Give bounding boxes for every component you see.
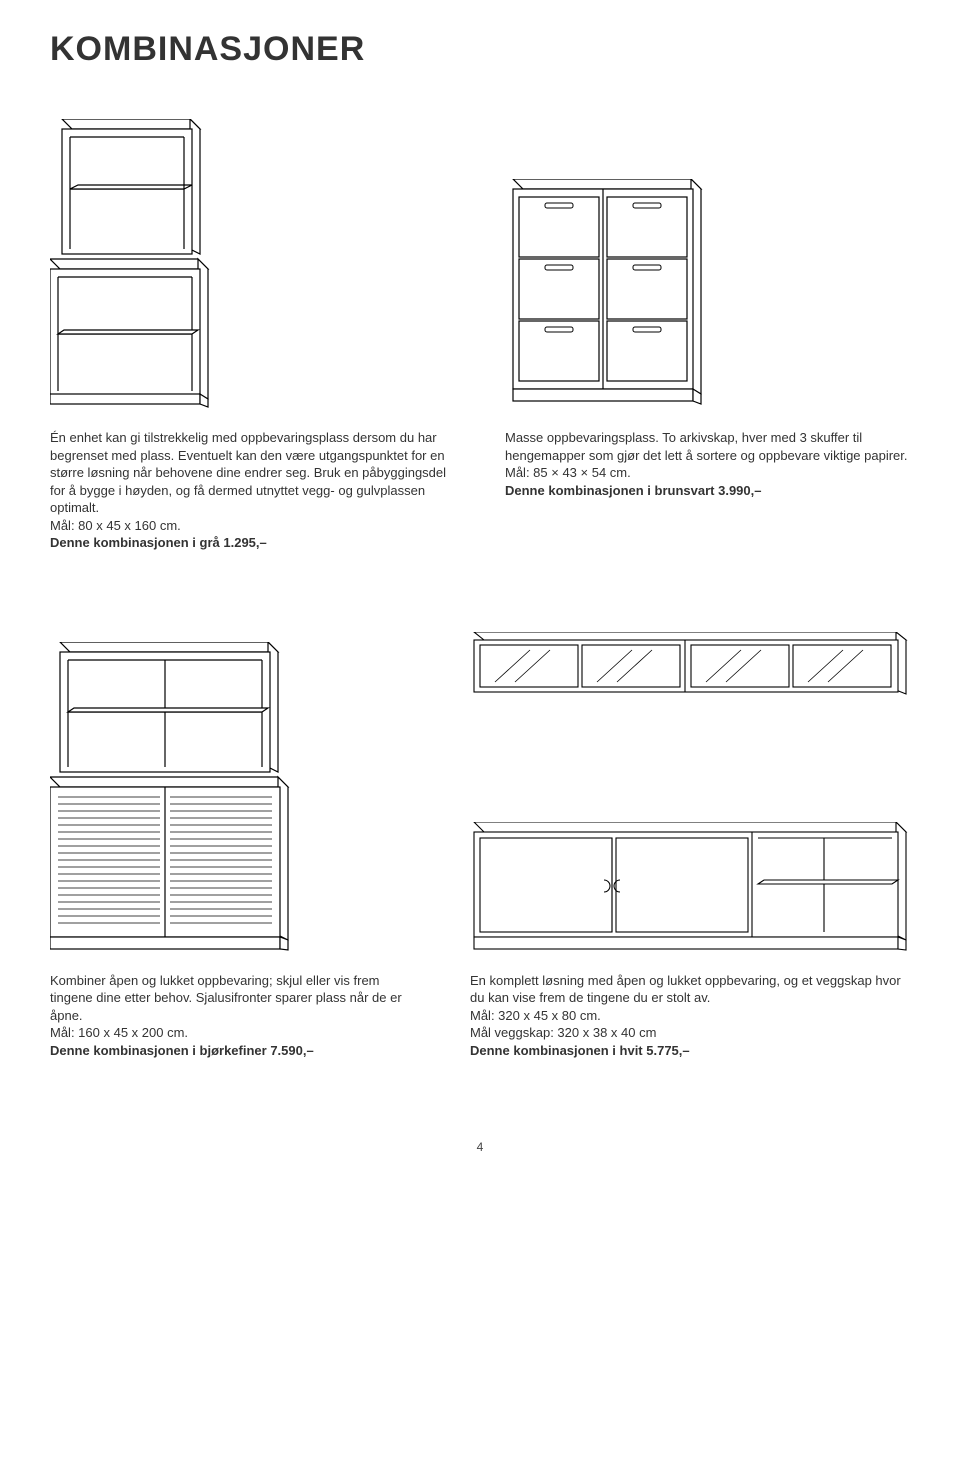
item-4-body: En komplett løsning med åpen og lukket o… (470, 972, 910, 1007)
item-2-measure: Mål: 85 × 43 × 54 cm. (505, 464, 910, 482)
item-4-measure2: Mål veggskap: 320 x 38 x 40 cm (470, 1024, 910, 1042)
item-3-measure: Mål: 160 x 45 x 200 cm. (50, 1024, 420, 1042)
item-2-body: Masse oppbevaringsplass. To arkivskap, h… (505, 429, 910, 464)
item-2-illustration (505, 109, 910, 409)
row-2: Kombiner åpen og lukket oppbevaring; skj… (50, 632, 910, 1060)
item-3: Kombiner åpen og lukket oppbevaring; skj… (50, 632, 420, 1060)
item-3-description: Kombiner åpen og lukket oppbevaring; skj… (50, 972, 420, 1060)
item-1: Én enhet kan gi tilstrekkelig med oppbev… (50, 109, 455, 552)
item-4-measure: Mål: 320 x 45 x 80 cm. (470, 1007, 910, 1025)
item-1-price: Denne kombinasjonen i grå 1.295,– (50, 534, 455, 552)
row-1: Én enhet kan gi tilstrekkelig med oppbev… (50, 109, 910, 552)
item-4: En komplett løsning med åpen og lukket o… (470, 632, 910, 1060)
page-title: KOMBINASJONER (50, 30, 910, 69)
item-1-body: Én enhet kan gi tilstrekkelig med oppbev… (50, 429, 455, 517)
item-1-illustration (50, 109, 455, 409)
item-3-illustration (50, 632, 420, 952)
item-4-description: En komplett løsning med åpen og lukket o… (470, 972, 910, 1060)
item-3-price: Denne kombinasjonen i bjørkefiner 7.590,… (50, 1042, 420, 1060)
item-2: Masse oppbevaringsplass. To arkivskap, h… (505, 109, 910, 552)
item-4-price: Denne kombinasjonen i hvit 5.775,– (470, 1042, 910, 1060)
item-1-measure: Mål: 80 x 45 x 160 cm. (50, 517, 455, 535)
item-4-illustration (470, 632, 910, 952)
page-number: 4 (50, 1140, 910, 1154)
item-2-description: Masse oppbevaringsplass. To arkivskap, h… (505, 429, 910, 499)
item-2-price: Denne kombinasjonen i brunsvart 3.990,– (505, 482, 910, 500)
item-1-description: Én enhet kan gi tilstrekkelig med oppbev… (50, 429, 455, 552)
item-3-body: Kombiner åpen og lukket oppbevaring; skj… (50, 972, 420, 1025)
